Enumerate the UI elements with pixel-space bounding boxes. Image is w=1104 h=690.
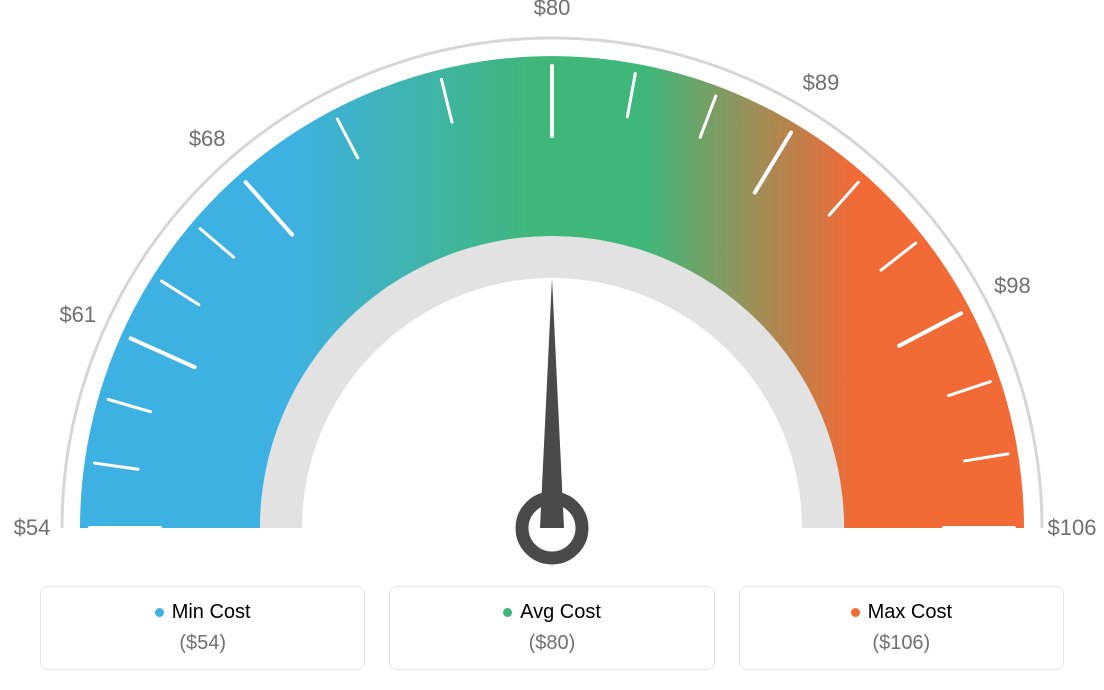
gauge-tick-label: $68: [189, 126, 226, 152]
legend-title-min: Min Cost: [155, 601, 251, 624]
legend-card-min: Min Cost ($54): [40, 586, 365, 670]
legend-card-max: Max Cost ($106): [739, 586, 1064, 670]
legend-label-avg: Avg Cost: [520, 601, 601, 624]
gauge-tick-label: $98: [994, 273, 1031, 299]
legend-dot-max: [851, 608, 860, 617]
legend-title-max: Max Cost: [851, 601, 952, 624]
gauge-tick-label: $54: [14, 515, 51, 541]
legend-value-min: ($54): [51, 632, 354, 655]
legend-dot-min: [155, 608, 164, 617]
gauge-svg: [32, 8, 1072, 568]
legend-card-avg: Avg Cost ($80): [389, 586, 714, 670]
legend-label-max: Max Cost: [868, 601, 952, 624]
legend-value-max: ($106): [750, 632, 1053, 655]
cost-gauge: $54$61$68$80$89$98$106: [32, 8, 1072, 568]
legend: Min Cost ($54) Avg Cost ($80) Max Cost (…: [40, 586, 1064, 670]
gauge-tick-label: $89: [803, 70, 840, 96]
gauge-tick-label: $80: [534, 0, 571, 21]
gauge-tick-label: $61: [59, 302, 96, 328]
legend-value-avg: ($80): [400, 632, 703, 655]
legend-dot-avg: [503, 608, 512, 617]
legend-label-min: Min Cost: [172, 601, 251, 624]
gauge-tick-label: $106: [1048, 515, 1097, 541]
legend-title-avg: Avg Cost: [503, 601, 601, 624]
